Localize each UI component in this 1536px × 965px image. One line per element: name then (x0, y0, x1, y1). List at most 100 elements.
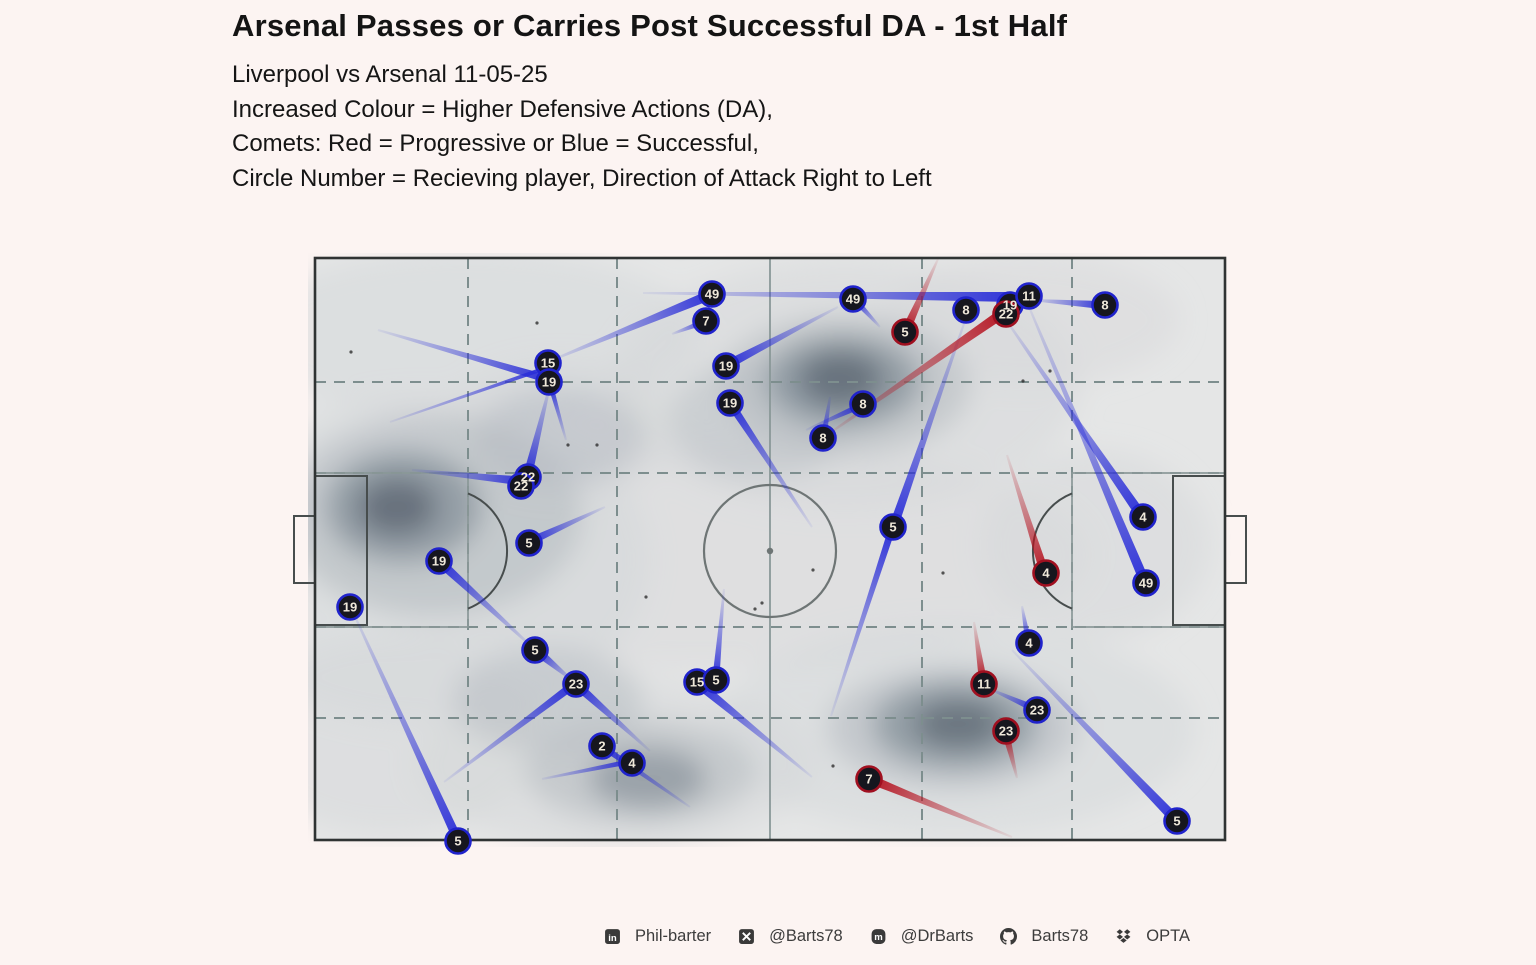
receiver-number: 5 (1173, 814, 1180, 829)
receiver-number: 11 (1022, 289, 1036, 304)
linkedin-icon: in (604, 928, 621, 945)
footer-link-mastodon[interactable]: m @DrBarts (870, 926, 974, 946)
receiver-number: 22 (514, 479, 528, 494)
receiver-number: 23 (569, 677, 583, 692)
receiver-circle (521, 636, 549, 664)
footer-link-label: @DrBarts (900, 926, 974, 945)
receiver-circle (698, 280, 726, 308)
receiver-number: 7 (702, 314, 709, 329)
receiver-number: 4 (1139, 510, 1147, 525)
receiver-circle (535, 368, 563, 396)
comet-blue (523, 384, 551, 476)
footer-link-label: Barts78 (1031, 926, 1089, 945)
receiver-circle (891, 318, 919, 346)
comet-blue (411, 469, 523, 486)
comet-blue (712, 588, 725, 678)
receiver-number: 19 (1003, 298, 1017, 313)
receiver-number: 5 (901, 325, 908, 340)
subtitle-line: Increased Colour = Higher Defensive Acti… (232, 95, 773, 123)
receiver-number: 49 (705, 287, 719, 302)
comet-blue (541, 759, 629, 780)
receiver-number: 49 (1139, 576, 1153, 591)
receiver-circle (712, 352, 740, 380)
svg-text:in: in (608, 932, 617, 943)
comet-blue (1031, 299, 1102, 309)
receiver-circle (336, 593, 364, 621)
receiver-circle (425, 547, 453, 575)
dropbox-icon (1115, 928, 1132, 945)
receiver-number: 19 (432, 554, 446, 569)
comet-blue (728, 403, 813, 528)
receiver-circle (1132, 569, 1160, 597)
comet-red (870, 775, 1013, 838)
receiver-number: 15 (541, 356, 555, 371)
receiver-number: 15 (690, 675, 704, 690)
subtitle-line: Comets: Red = Progressive or Blue = Succ… (232, 130, 759, 157)
receiver-circle (588, 732, 616, 760)
receiver-number: 19 (723, 396, 737, 411)
receiver-number: 49 (846, 292, 860, 307)
footer-link-label: @Barts78 (769, 926, 843, 945)
svg-text:m: m (874, 932, 883, 943)
comet-blue (549, 290, 712, 362)
receiver-number: 8 (962, 303, 969, 318)
footer-link-x[interactable]: @Barts78 (738, 927, 843, 946)
receiver-number: 8 (819, 431, 826, 446)
receiver-number: 5 (454, 834, 461, 849)
receiver-circle (702, 666, 730, 694)
receiver-circle (970, 670, 998, 698)
receiver-number: 4 (628, 756, 636, 771)
comet-blue (548, 386, 567, 441)
receiver-number: 8 (1101, 298, 1108, 313)
comet-blue (805, 403, 862, 431)
comet-blue (1026, 301, 1149, 582)
footer-link-github[interactable]: Barts78 (1000, 927, 1088, 946)
header: Arsenal Passes or Carries Post Successfu… (232, 8, 1332, 196)
receiver-number: 19 (343, 600, 357, 615)
event-dots (349, 321, 1052, 768)
comet-blue (576, 683, 651, 752)
receiver-circle (1023, 696, 1051, 724)
receiver-circle (1129, 503, 1157, 531)
receiver-number: 5 (889, 520, 896, 535)
comet-blue (1011, 649, 1179, 823)
comet-red (901, 258, 939, 332)
receiver-number: 5 (712, 673, 719, 688)
receiver-number: 8 (859, 397, 866, 412)
receiver-circle (692, 307, 720, 335)
receiver-circle (849, 390, 877, 418)
receiver-number: 23 (999, 724, 1013, 739)
receiver-number: 11 (977, 677, 991, 692)
receiver-circle (1163, 807, 1191, 835)
da-heatmap (308, 253, 1210, 847)
receiver-circle (879, 513, 907, 541)
receiver-circle (507, 472, 535, 500)
footer-link-label: OPTA (1146, 926, 1190, 945)
receiver-circle (515, 529, 543, 557)
comet-blue (351, 609, 462, 840)
github-icon (1000, 927, 1018, 945)
comet-red (973, 621, 987, 682)
pitch-markings (293, 256, 1247, 842)
receiver-circle (992, 300, 1020, 328)
receiver-circle (855, 765, 883, 793)
subtitle-line: Liverpool vs Arsenal 11-05-25 (232, 61, 548, 88)
receiver-number: 23 (1030, 703, 1044, 718)
comet-blue (389, 367, 544, 423)
footer-link-linkedin[interactable]: in Phil-barter (604, 927, 711, 946)
receiver-number: 19 (542, 375, 556, 390)
footer-links: in Phil-barter @Barts78 m @DrBarts Barts78 OPT… (604, 921, 1190, 951)
comet-blue (529, 506, 606, 545)
comet-blue (989, 688, 1035, 712)
receiver-circle (952, 296, 980, 324)
footer-link-dropbox[interactable]: OPTA (1115, 927, 1190, 946)
receiver-circle (444, 827, 472, 855)
receiver-circle (809, 424, 837, 452)
receiver-number: 7 (865, 772, 872, 787)
receiver-circle (716, 389, 744, 417)
mastodon-icon: m (870, 928, 887, 945)
receiver-number: 22 (521, 470, 535, 485)
comet-blue (726, 306, 839, 368)
